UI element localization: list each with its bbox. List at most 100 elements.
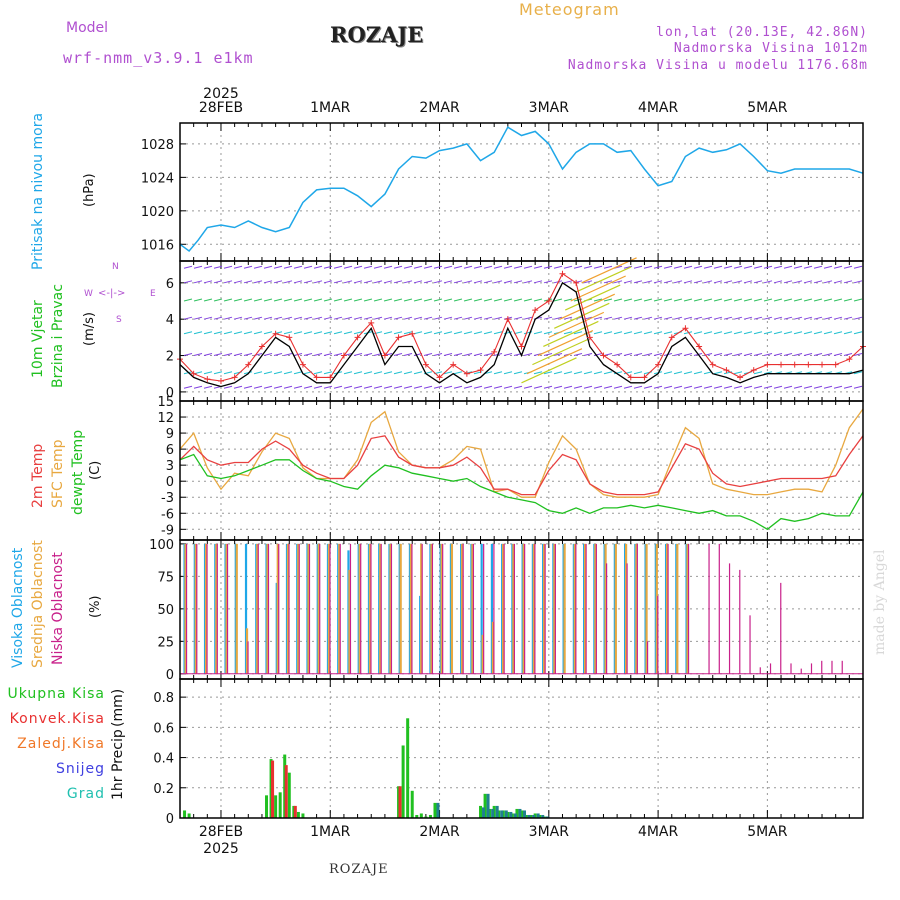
wind-gust-marker	[723, 367, 730, 374]
wind-arrow	[733, 265, 743, 269]
precip-bar-snow	[513, 813, 517, 818]
wind-arrow	[843, 280, 853, 284]
precip-bar-conv	[271, 760, 275, 818]
wind-arrow	[573, 385, 583, 389]
wind-arrow	[803, 353, 813, 357]
wind-arrow	[233, 280, 243, 284]
wind-arrow	[473, 265, 483, 269]
wind-arrow	[693, 371, 703, 375]
wind-arrow	[623, 371, 633, 375]
y-tick-label: 1020	[141, 205, 174, 220]
wind-arrow-strong	[532, 339, 588, 366]
wind-arrow	[443, 371, 453, 375]
wind-arrow	[553, 316, 563, 320]
precip-bar-snow	[536, 813, 540, 818]
wind-arrow	[383, 316, 393, 320]
precip-type-snow: Snijeg	[55, 761, 105, 777]
wind-arrow	[633, 371, 643, 375]
wind-arrow	[333, 316, 343, 320]
wind-arrow	[773, 331, 783, 335]
wind-arrow	[763, 385, 773, 389]
wind-arrow	[233, 316, 243, 320]
day-label-top: 4MAR	[638, 100, 679, 116]
wind-arrow	[763, 331, 773, 335]
wind-arrow	[283, 331, 293, 335]
wind-arrow	[493, 385, 503, 389]
day-label-bottom: 28FEB	[199, 824, 243, 840]
wind-arrow	[753, 371, 763, 375]
wind-arrow	[253, 265, 263, 269]
wind-arrow	[703, 280, 713, 284]
wind-arrow	[433, 265, 443, 269]
wind-arrow	[613, 331, 623, 335]
wind-arrow	[793, 353, 803, 357]
day-label-top: 2MAR	[419, 100, 460, 116]
wind-arrow	[203, 385, 213, 389]
wind-arrow	[423, 316, 433, 320]
wind-arrow	[233, 331, 243, 335]
wind-gust-marker	[764, 361, 771, 368]
wind-arrow	[673, 385, 683, 389]
wind-arrow	[763, 298, 773, 302]
wind-arrow	[403, 280, 413, 284]
wind-arrow	[593, 298, 603, 302]
wind-gust-marker	[354, 334, 361, 341]
wind-arrow	[313, 298, 323, 302]
wind-arrow	[423, 298, 433, 302]
precip-bar-total	[479, 805, 483, 818]
wind-arrow	[283, 280, 293, 284]
wind-arrow	[273, 371, 283, 375]
wind-arrow	[203, 353, 213, 357]
wind-arrow	[843, 331, 853, 335]
wind-arrow	[813, 331, 823, 335]
precip-bar-total	[424, 816, 428, 818]
wind-arrow	[563, 385, 573, 389]
wind-arrow	[743, 353, 753, 357]
wind-arrow	[833, 316, 843, 320]
wind-arrow	[493, 280, 503, 284]
y-tick-label: 15	[157, 395, 174, 410]
wind-arrow	[753, 331, 763, 335]
wind-arrow-strong	[521, 357, 577, 384]
wind-arrow	[223, 265, 233, 269]
wind-arrow	[263, 331, 273, 335]
wind-arrow	[413, 331, 423, 335]
wind-arrow	[293, 280, 303, 284]
wind-arrow	[773, 385, 783, 389]
wind-arrow	[203, 280, 213, 284]
precip-bar-total	[419, 813, 423, 818]
wind-arrow	[813, 265, 823, 269]
wind-arrow	[503, 371, 513, 375]
wind-arrow	[223, 331, 233, 335]
wind-arrow	[443, 385, 453, 389]
wind-arrow	[643, 298, 653, 302]
wind-gust-marker	[245, 361, 252, 368]
wind-arrow	[473, 298, 483, 302]
wind-arrow	[673, 265, 683, 269]
wind-arrow	[823, 265, 833, 269]
wind-arrow	[603, 385, 613, 389]
wind-arrow-strong	[548, 311, 605, 338]
wind-arrow	[313, 316, 323, 320]
wind-arrow	[483, 298, 493, 302]
year-label-top: 2025	[203, 86, 239, 102]
wind-arrow	[653, 331, 663, 335]
wind-arrow	[303, 353, 313, 357]
wind-gust-marker	[668, 334, 675, 341]
wind-gust-marker	[504, 316, 511, 323]
wind-arrow	[713, 353, 723, 357]
wind-arrow	[553, 371, 563, 375]
wind-arrow	[833, 298, 843, 302]
wind-arrow	[733, 371, 743, 375]
wind-gust-marker	[231, 374, 238, 381]
precip-bar-total	[296, 811, 300, 818]
wind-arrow	[783, 298, 793, 302]
wind-arrow	[623, 280, 633, 284]
wind-arrow	[793, 316, 803, 320]
wind-arrow	[383, 265, 393, 269]
wind-arrow	[473, 353, 483, 357]
wind-arrow	[633, 316, 643, 320]
y-tick-label: 0.8	[153, 691, 174, 706]
wind-gust-marker	[463, 370, 470, 377]
y-tick-label: 50	[157, 603, 174, 618]
